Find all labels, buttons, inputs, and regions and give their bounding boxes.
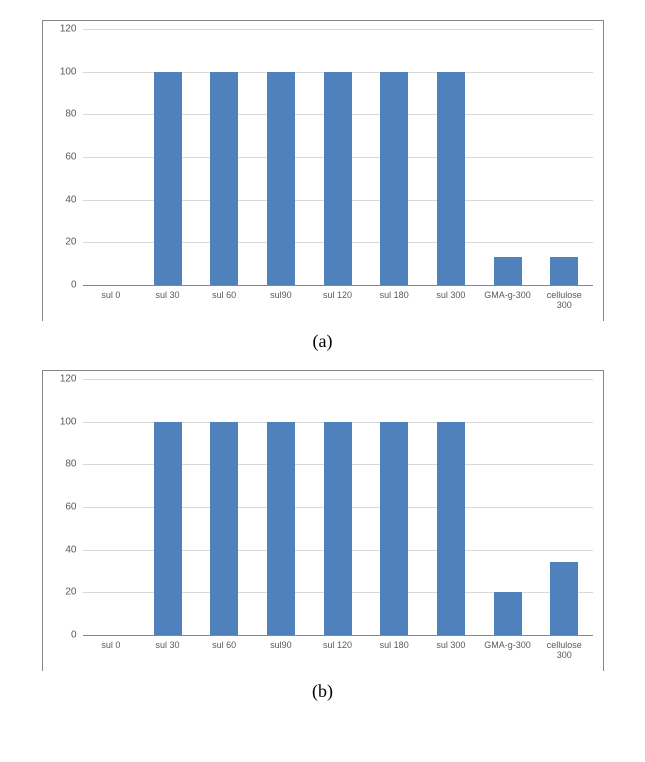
- x-axis-label: sul 60: [196, 636, 253, 671]
- x-axis-label: sul 300: [423, 286, 480, 321]
- bar-slot: [536, 379, 593, 635]
- bar: [380, 422, 408, 635]
- bar: [437, 422, 465, 635]
- subfigure-label: (b): [0, 681, 645, 702]
- x-axis-label: sul 180: [366, 286, 423, 321]
- bar-chart: 020406080100120sul 0sul 30sul 60sul90sul…: [42, 20, 604, 321]
- x-axis-label: GMA-g-300: [479, 636, 536, 671]
- x-axis-label: sul90: [253, 636, 310, 671]
- y-tick-label: 80: [47, 109, 77, 120]
- bar-slot: [423, 29, 480, 285]
- x-axis-label: sul90: [253, 286, 310, 321]
- bar: [550, 257, 578, 285]
- y-tick-label: 0: [47, 630, 77, 641]
- bar: [494, 592, 522, 635]
- bar: [210, 422, 238, 635]
- y-tick-label: 20: [47, 587, 77, 598]
- bars-container: [83, 379, 593, 635]
- bar: [437, 72, 465, 285]
- bar-slot: [253, 29, 310, 285]
- bar: [267, 422, 295, 635]
- bar-slot: [536, 29, 593, 285]
- bar: [154, 422, 182, 635]
- bar: [324, 72, 352, 285]
- x-axis-label: sul 0: [83, 636, 140, 671]
- bar-slot: [309, 379, 366, 635]
- bar: [550, 562, 578, 635]
- bar-slot: [253, 379, 310, 635]
- y-tick-label: 80: [47, 459, 77, 470]
- x-axis-label: cellulose 300: [536, 636, 593, 671]
- y-tick-label: 20: [47, 237, 77, 248]
- bar-chart: 020406080100120sul 0sul 30sul 60sul90sul…: [42, 370, 604, 671]
- y-tick-label: 40: [47, 194, 77, 205]
- bar-slot: [83, 379, 140, 635]
- y-tick-label: 60: [47, 502, 77, 513]
- bar: [210, 72, 238, 285]
- x-axis-labels: sul 0sul 30sul 60sul90sul 120sul 180sul …: [83, 636, 593, 671]
- bar-slot: [83, 29, 140, 285]
- y-tick-label: 100: [47, 416, 77, 427]
- subfigure-label: (a): [0, 331, 645, 352]
- x-axis-label: cellulose 300: [536, 286, 593, 321]
- bar: [380, 72, 408, 285]
- y-tick-label: 120: [47, 374, 77, 385]
- bar-slot: [423, 379, 480, 635]
- plot-area: 020406080100120: [83, 379, 593, 636]
- x-axis-label: sul 30: [139, 286, 196, 321]
- bar: [324, 422, 352, 635]
- bar-slot: [479, 379, 536, 635]
- x-axis-label: GMA-g-300: [479, 286, 536, 321]
- x-axis-label: sul 30: [139, 636, 196, 671]
- bar-slot: [139, 29, 196, 285]
- bar-slot: [196, 29, 253, 285]
- bar-slot: [479, 29, 536, 285]
- y-tick-label: 60: [47, 152, 77, 163]
- bar-slot: [366, 379, 423, 635]
- bar-slot: [366, 29, 423, 285]
- bar-slot: [309, 29, 366, 285]
- bar: [154, 72, 182, 285]
- bar-slot: [196, 379, 253, 635]
- y-tick-label: 40: [47, 544, 77, 555]
- bar: [494, 257, 522, 285]
- y-tick-label: 100: [47, 66, 77, 77]
- x-axis-label: sul 0: [83, 286, 140, 321]
- y-tick-label: 120: [47, 24, 77, 35]
- plot-area: 020406080100120: [83, 29, 593, 286]
- bar: [267, 72, 295, 285]
- x-axis-label: sul 180: [366, 636, 423, 671]
- bars-container: [83, 29, 593, 285]
- x-axis-label: sul 120: [309, 286, 366, 321]
- bar-slot: [139, 379, 196, 635]
- x-axis-labels: sul 0sul 30sul 60sul90sul 120sul 180sul …: [83, 286, 593, 321]
- x-axis-label: sul 300: [423, 636, 480, 671]
- y-tick-label: 0: [47, 280, 77, 291]
- x-axis-label: sul 60: [196, 286, 253, 321]
- x-axis-label: sul 120: [309, 636, 366, 671]
